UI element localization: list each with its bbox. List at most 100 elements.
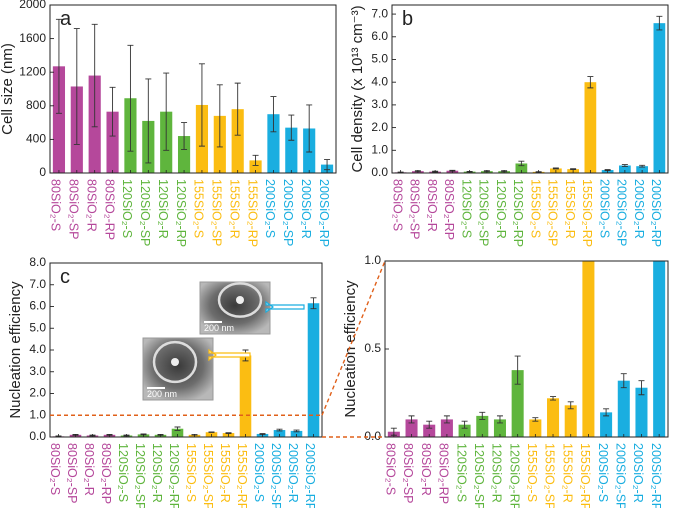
scale-bar-label: 200 nm — [147, 389, 177, 399]
error-bar — [181, 122, 188, 150]
bar — [231, 109, 244, 173]
error-bar — [109, 86, 116, 137]
x-tick-label: 120SiO₂-RP — [167, 443, 181, 508]
sem-cell — [152, 340, 198, 384]
error-bar — [216, 84, 223, 148]
error-bar — [127, 44, 134, 152]
x-tick-label: 155SiO₂-SP — [546, 179, 560, 246]
bar — [600, 412, 613, 437]
bar — [476, 415, 489, 437]
bar — [547, 398, 560, 437]
y-tick-label: 1.0 — [371, 142, 388, 156]
error-bar — [518, 160, 525, 167]
bar — [290, 430, 303, 437]
error-bar — [234, 82, 241, 136]
error-bar — [550, 396, 557, 401]
y-tick-label: 3.0 — [371, 97, 388, 111]
error-bar — [496, 415, 503, 424]
plot-area — [52, 18, 334, 173]
y-tick-label: 7.0 — [29, 277, 46, 291]
bar — [564, 405, 577, 437]
bar — [653, 261, 666, 437]
bar — [636, 166, 648, 173]
x-tick-label: 200SiO₂-RP — [649, 179, 663, 247]
x-tick-label: 80SiO₂-S — [390, 179, 404, 231]
callout-arrow — [208, 348, 251, 362]
y-tick-label: 2.0 — [29, 386, 46, 400]
axes-frame — [391, 4, 669, 174]
bar — [273, 430, 286, 437]
x-tick-label: 80SiO₂-RP — [442, 179, 456, 240]
x-tick-label: 120SiO₂-SP — [138, 179, 152, 246]
bar — [52, 66, 66, 173]
y-tick-label: 6.0 — [29, 299, 46, 313]
error-bar — [620, 373, 627, 389]
error-bar — [603, 408, 610, 417]
bar — [239, 355, 252, 437]
bar — [653, 23, 666, 173]
axes-frame — [49, 262, 323, 438]
x-tick-label: 155SiO₂-RP — [580, 179, 594, 247]
error-bar — [408, 415, 415, 424]
x-tick-label: 120SiO₂-S — [454, 443, 468, 502]
error-bar — [552, 167, 559, 170]
x-tick-label: 200SiO₂-RP — [649, 443, 663, 508]
y-tick-label: 4.0 — [29, 342, 46, 356]
x-tick-label: 200SiO₂-SP — [281, 179, 295, 246]
error-bar — [306, 104, 313, 153]
x-tick-label: 80SiO₂-SP — [401, 443, 415, 503]
x-tick-label: 155SiO₂-R — [563, 179, 577, 239]
bar — [171, 428, 184, 437]
error-bar — [270, 96, 277, 133]
error-bar — [288, 114, 295, 141]
x-tick-label: 200SiO₂-SP — [615, 179, 629, 246]
x-tick-label: 120SiO₂-R — [156, 179, 170, 239]
bar — [584, 82, 597, 173]
x-tick-label: 200SiO₂-R — [631, 443, 645, 503]
x-tick-label: 200SiO₂-SP — [613, 443, 627, 508]
plot-area — [387, 261, 666, 437]
x-tick-label: 80SiO₂-R — [425, 179, 439, 232]
x-tick-label: 120SiO₂-R — [494, 179, 508, 239]
bar — [267, 114, 280, 173]
plot-area — [394, 15, 666, 173]
y-axis-label: Cell size (nm) — [0, 43, 16, 135]
y-tick-label: 0.5 — [364, 341, 381, 355]
error-bar — [443, 415, 450, 424]
error-bar — [276, 428, 283, 432]
x-tick-label: 120SiO₂-S — [120, 179, 134, 238]
axes-frame — [49, 4, 337, 174]
x-tick-label: 200SiO₂-S — [263, 179, 277, 238]
x-tick-label: 120SiO₂-RP — [511, 179, 525, 247]
x-tick-label: 120SiO₂-SP — [133, 443, 147, 508]
error-bar — [621, 164, 628, 167]
x-tick-label: 120SiO₂-RP — [174, 179, 188, 247]
error-bar — [174, 426, 181, 431]
y-axis-label: Cell density (x 10¹³ cm⁻³) — [349, 5, 366, 172]
x-tick-label: 155SiO₂-RP — [578, 443, 592, 508]
x-tick-label: 200SiO₂-R — [299, 179, 313, 239]
error-bar — [91, 23, 98, 128]
x-tick-label: 155SiO₂-S — [184, 443, 198, 502]
bar — [106, 111, 119, 173]
bar — [493, 419, 506, 437]
x-tick-label: 80SiO₂-RP — [99, 443, 113, 504]
y-tick-label: 0.0 — [29, 429, 46, 443]
bar — [617, 380, 630, 437]
bar — [285, 127, 298, 173]
bar — [458, 424, 471, 437]
x-tick-label: 155SiO₂-SP — [201, 443, 215, 508]
error-bar — [479, 411, 486, 420]
x-tick-label: 200SiO₂-S — [596, 443, 610, 502]
x-tick-label: 120SiO₂-S — [116, 443, 130, 502]
error-bar — [145, 78, 152, 164]
x-tick-label: 200SiO₂-SP — [269, 443, 283, 508]
y-tick-label: 7.0 — [371, 6, 388, 20]
x-tick-label: 200SiO₂-S — [597, 179, 611, 238]
bar — [307, 303, 320, 437]
error-bar — [225, 432, 232, 434]
sem-particle — [171, 358, 179, 366]
x-tick-label: 120SiO₂-S — [459, 179, 473, 238]
x-tick-label: 155SiO₂-RP — [235, 443, 249, 508]
